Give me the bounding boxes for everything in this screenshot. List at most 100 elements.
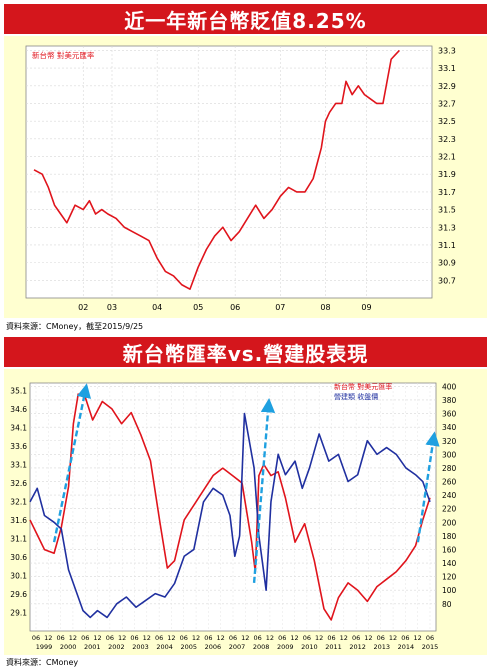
y-right-tick-label: 80 (442, 600, 452, 609)
y-left-tick-label: 32.1 (10, 497, 27, 506)
x-tick-label: 06 (278, 634, 286, 642)
y-tick-label: 31.5 (438, 206, 456, 215)
y-right-tick-label: 240 (442, 491, 457, 500)
y-tick-label: 31.9 (438, 170, 456, 179)
x-tick-label: 06 (401, 634, 409, 642)
y-left-tick-label: 31.6 (10, 516, 27, 525)
x-tick-label: 06 (204, 634, 212, 642)
chart1-title-banner: 近一年新台幣貶值8.25% (4, 4, 487, 34)
x-tick-label: 12 (44, 634, 52, 642)
legend-label: 新台幣 對美元匯率 (32, 50, 95, 60)
x-tick-label: 06 (81, 634, 89, 642)
legend-label: 營建類 收盤價 (334, 392, 378, 401)
y-tick-label: 32.7 (438, 99, 456, 108)
x-year-label: 2013 (373, 643, 390, 651)
chart2-source: 資料來源：CMoney (6, 658, 79, 667)
chart2-panel: 400 380 360 340 320 300 280 260 240 220 200 180 160 1… (4, 369, 487, 655)
x-year-label: 2015 (422, 643, 439, 651)
y-right-tick-label: 160 (442, 545, 457, 554)
y-tick-label: 32.3 (438, 135, 456, 144)
y-left-tick-label: 33.1 (10, 460, 27, 469)
y-left-tick-label: 29.6 (10, 590, 27, 599)
y-right-tick-label: 200 (442, 518, 457, 527)
y-right-tick-label: 400 (442, 382, 457, 391)
x-tick-label: 06 (155, 634, 163, 642)
y-right-tick-label: 100 (442, 586, 457, 595)
x-tick-label: 06 (229, 634, 237, 642)
y-left-tick-label: 31.1 (10, 534, 27, 543)
chart1-svg: 33.3 33.1 32.9 32.7 32.5 32.3 32.1 31.9 31.7 31.5… (25, 45, 456, 312)
x-year-label: 2000 (60, 643, 77, 651)
x-year-label: 2011 (325, 643, 342, 651)
chart1-title: 近一年新台幣貶值8.25% (124, 8, 367, 33)
y-left-tick-label: 35.1 (10, 386, 27, 395)
y-right-tick-label: 340 (442, 423, 457, 432)
x-year-label: 2001 (84, 643, 101, 651)
x-tick-label: 02 (78, 303, 88, 312)
series-line-construction (29, 412, 431, 619)
x-year-label: 2007 (229, 643, 246, 651)
trend-arrow (252, 398, 276, 583)
x-tick-label: 06 (426, 634, 434, 642)
y-right-tick-label: 280 (442, 464, 457, 473)
y-tick-label: 32.9 (438, 82, 456, 91)
series-line-twd (33, 49, 400, 290)
chart2-title: 新台幣匯率vs.營建股表現 (122, 341, 369, 366)
x-tick-label: 06 (327, 634, 335, 642)
y-tick-label: 30.7 (438, 276, 456, 285)
y-left-tick-label: 32.6 (10, 479, 27, 488)
chart1-panel: 33.3 33.1 32.9 32.7 32.5 32.3 32.1 31.9 31.7 31.5… (4, 36, 487, 318)
y-left-tick-label: 34.1 (10, 423, 27, 432)
x-tick-label: 12 (266, 634, 274, 642)
y-tick-label: 31.1 (438, 241, 456, 250)
x-tick-label: 12 (315, 634, 323, 642)
x-tick-label: 12 (241, 634, 249, 642)
x-tick-label: 12 (340, 634, 348, 642)
x-tick-label: 12 (143, 634, 151, 642)
y-right-tick-label: 320 (442, 437, 457, 446)
x-tick-label: 12 (217, 634, 225, 642)
x-tick-label: 06 (352, 634, 360, 642)
y-tick-label: 31.7 (438, 188, 456, 197)
x-year-label: 2014 (398, 643, 415, 651)
chart2-svg: 4003803603403203002802602402202001801601… (10, 382, 457, 651)
x-year-label: 2005 (180, 643, 197, 651)
x-tick-label: 06 (303, 634, 311, 642)
y-tick-label: 31.3 (438, 223, 456, 232)
x-tick-label: 06 (377, 634, 385, 642)
y-tick-label: 32.1 (438, 153, 456, 162)
x-tick-label: 12 (414, 634, 422, 642)
x-tick-label: 06 (253, 634, 261, 642)
y-left-tick-label: 33.6 (10, 442, 27, 451)
y-right-tick-label: 300 (442, 450, 457, 459)
chart1-source: 資料來源：CMoney，截至2015/9/25 (6, 322, 144, 331)
x-year-label: 2010 (301, 643, 318, 651)
y-left-tick-label: 30.1 (10, 571, 27, 580)
y-right-tick-label: 360 (442, 410, 457, 419)
y-right-tick-label: 260 (442, 478, 457, 487)
y-right-tick-label: 140 (442, 559, 457, 568)
x-tick-label: 05 (193, 303, 203, 312)
x-tick-label: 12 (69, 634, 77, 642)
y-right-tick-label: 120 (442, 573, 457, 582)
x-tick-label: 12 (364, 634, 372, 642)
x-tick-label: 07 (275, 303, 285, 312)
legend-label: 新台幣 對美元匯率 (334, 382, 392, 391)
y-left-tick-label: 34.6 (10, 405, 27, 414)
x-tick-label: 12 (192, 634, 200, 642)
y-left-tick-label: 30.6 (10, 553, 27, 562)
x-tick-label: 06 (130, 634, 138, 642)
x-tick-label: 06 (106, 634, 114, 642)
x-year-label: 1999 (36, 643, 53, 651)
y-right-tick-label: 380 (442, 396, 457, 405)
x-tick-label: 06 (230, 303, 240, 312)
x-year-label: 2002 (108, 643, 125, 651)
x-year-label: 2004 (156, 643, 173, 651)
x-year-label: 2009 (277, 643, 294, 651)
x-tick-label: 12 (389, 634, 397, 642)
y-left-tick-label: 29.1 (10, 608, 27, 617)
y-right-tick-label: 180 (442, 532, 457, 541)
plot-area (25, 45, 433, 299)
y-tick-label: 33.1 (438, 64, 456, 73)
trend-arrow (52, 383, 92, 543)
